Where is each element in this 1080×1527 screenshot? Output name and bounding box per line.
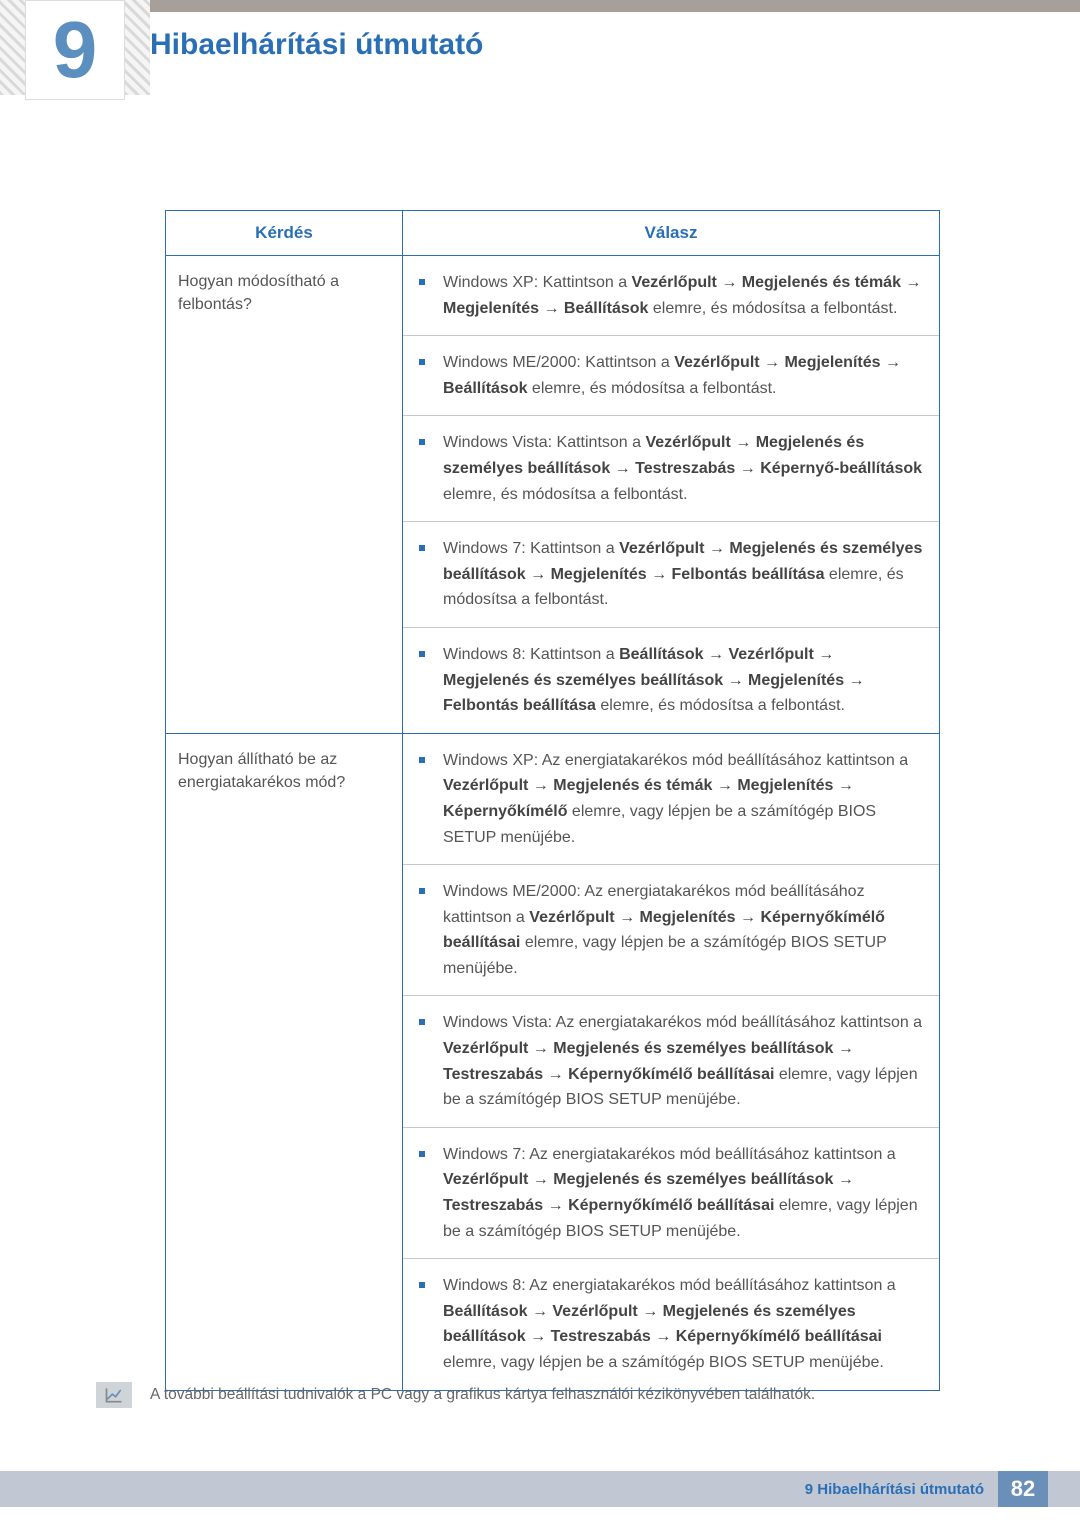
answer-cell: Windows XP: Kattintson a Vezérlőpult → M… — [403, 256, 939, 733]
bullet-icon — [419, 545, 425, 551]
bullet-icon — [419, 359, 425, 365]
chapter-number-box: 9 — [25, 0, 125, 100]
bullet-icon — [419, 1019, 425, 1025]
chapter-number: 9 — [53, 4, 98, 96]
qa-table: Kérdés Válasz Hogyan módosítható a felbo… — [165, 210, 940, 1391]
bullet-icon — [419, 757, 425, 763]
answer-item: Windows XP: Kattintson a Vezérlőpult → M… — [403, 256, 939, 335]
footer-page-number: 82 — [998, 1471, 1048, 1507]
table-body: Hogyan módosítható a felbontás? Windows X… — [166, 256, 939, 1390]
note-text: A további beállítási tudnivalók a PC vag… — [150, 1386, 815, 1404]
answer-item: Windows 7: Az energiatakarékos mód beáll… — [403, 1127, 939, 1258]
answer-text: Windows ME/2000: Kattintson a Vezérlőpul… — [443, 350, 923, 401]
bullet-icon — [419, 439, 425, 445]
chapter-title: Hibaelhárítási útmutató — [150, 28, 483, 62]
answer-text: Windows ME/2000: Az energiatakarékos mód… — [443, 879, 923, 981]
table-row: Hogyan állítható be az energiatakarékos … — [166, 733, 939, 1390]
footer-bar: 9 Hibaelhárítási útmutató 82 — [0, 1471, 1080, 1507]
footer-label: 9 Hibaelhárítási útmutató — [805, 1481, 984, 1498]
note-row: A további beállítási tudnivalók a PC vag… — [96, 1382, 815, 1408]
answer-cell: Windows XP: Az energiatakarékos mód beál… — [403, 734, 939, 1390]
note-icon — [96, 1382, 132, 1408]
answer-item: Windows Vista: Kattintson a Vezérlőpult … — [403, 415, 939, 521]
th-question: Kérdés — [166, 211, 403, 255]
question-cell: Hogyan módosítható a felbontás? — [166, 256, 403, 733]
answer-item: Windows ME/2000: Az energiatakarékos mód… — [403, 864, 939, 995]
answer-text: Windows 8: Kattintson a Beállítások → Ve… — [443, 642, 923, 719]
bullet-icon — [419, 1282, 425, 1288]
bullet-icon — [419, 888, 425, 894]
question-cell: Hogyan állítható be az energiatakarékos … — [166, 734, 403, 1390]
answer-item: Windows 8: Kattintson a Beállítások → Ve… — [403, 627, 939, 733]
table-row: Hogyan módosítható a felbontás? Windows X… — [166, 256, 939, 733]
answer-text: Windows XP: Kattintson a Vezérlőpult → M… — [443, 270, 923, 321]
answer-text: Windows 8: Az energiatakarékos mód beáll… — [443, 1273, 923, 1375]
answer-text: Windows 7: Az energiatakarékos mód beáll… — [443, 1142, 923, 1244]
bullet-icon — [419, 651, 425, 657]
bullet-icon — [419, 1151, 425, 1157]
answer-item: Windows 8: Az energiatakarékos mód beáll… — [403, 1258, 939, 1389]
answer-text: Windows Vista: Az energiatakarékos mód b… — [443, 1010, 923, 1112]
answer-item: Windows 7: Kattintson a Vezérlőpult → Me… — [403, 521, 939, 627]
answer-text: Windows Vista: Kattintson a Vezérlőpult … — [443, 430, 923, 507]
answer-item: Windows Vista: Az energiatakarékos mód b… — [403, 995, 939, 1126]
answer-text: Windows XP: Az energiatakarékos mód beál… — [443, 748, 923, 850]
bullet-icon — [419, 279, 425, 285]
answer-text: Windows 7: Kattintson a Vezérlőpult → Me… — [443, 536, 923, 613]
answer-item: Windows ME/2000: Kattintson a Vezérlőpul… — [403, 335, 939, 415]
th-answer: Válasz — [403, 211, 939, 255]
table-header-row: Kérdés Válasz — [166, 211, 939, 256]
answer-item: Windows XP: Az energiatakarékos mód beál… — [403, 734, 939, 864]
top-stripe — [0, 0, 1080, 12]
